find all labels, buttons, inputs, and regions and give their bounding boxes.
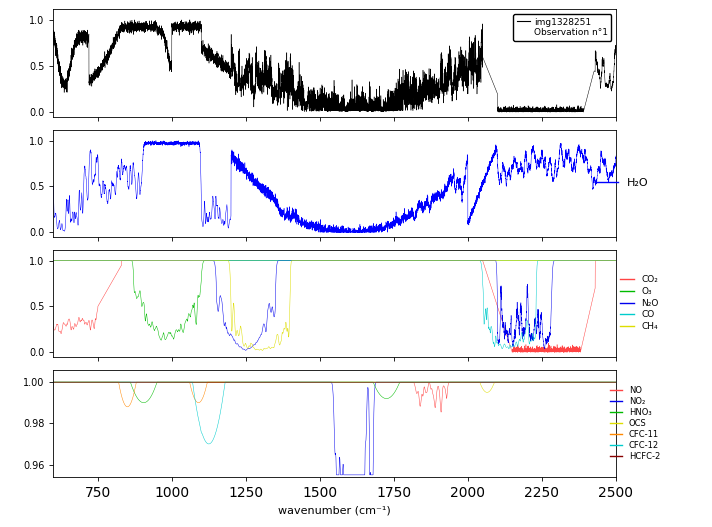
Legend: H₂O: H₂O bbox=[591, 174, 652, 192]
X-axis label: wavenumber (cm⁻¹): wavenumber (cm⁻¹) bbox=[278, 505, 391, 515]
Legend: CO₂, O₃, N₂O, CO, CH₄: CO₂, O₃, N₂O, CO, CH₄ bbox=[617, 272, 662, 335]
Legend: img1328251, Observation n°1: img1328251, Observation n°1 bbox=[513, 14, 612, 41]
Legend: NO, NO₂, HNO₃, OCS, CFC-11, CFC-12, HCFC-2: NO, NO₂, HNO₃, OCS, CFC-11, CFC-12, HCFC… bbox=[607, 382, 664, 464]
